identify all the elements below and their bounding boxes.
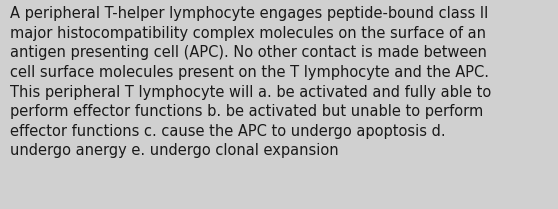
Text: A peripheral T-helper lymphocyte engages peptide-bound class II
major histocompa: A peripheral T-helper lymphocyte engages… <box>10 6 491 158</box>
